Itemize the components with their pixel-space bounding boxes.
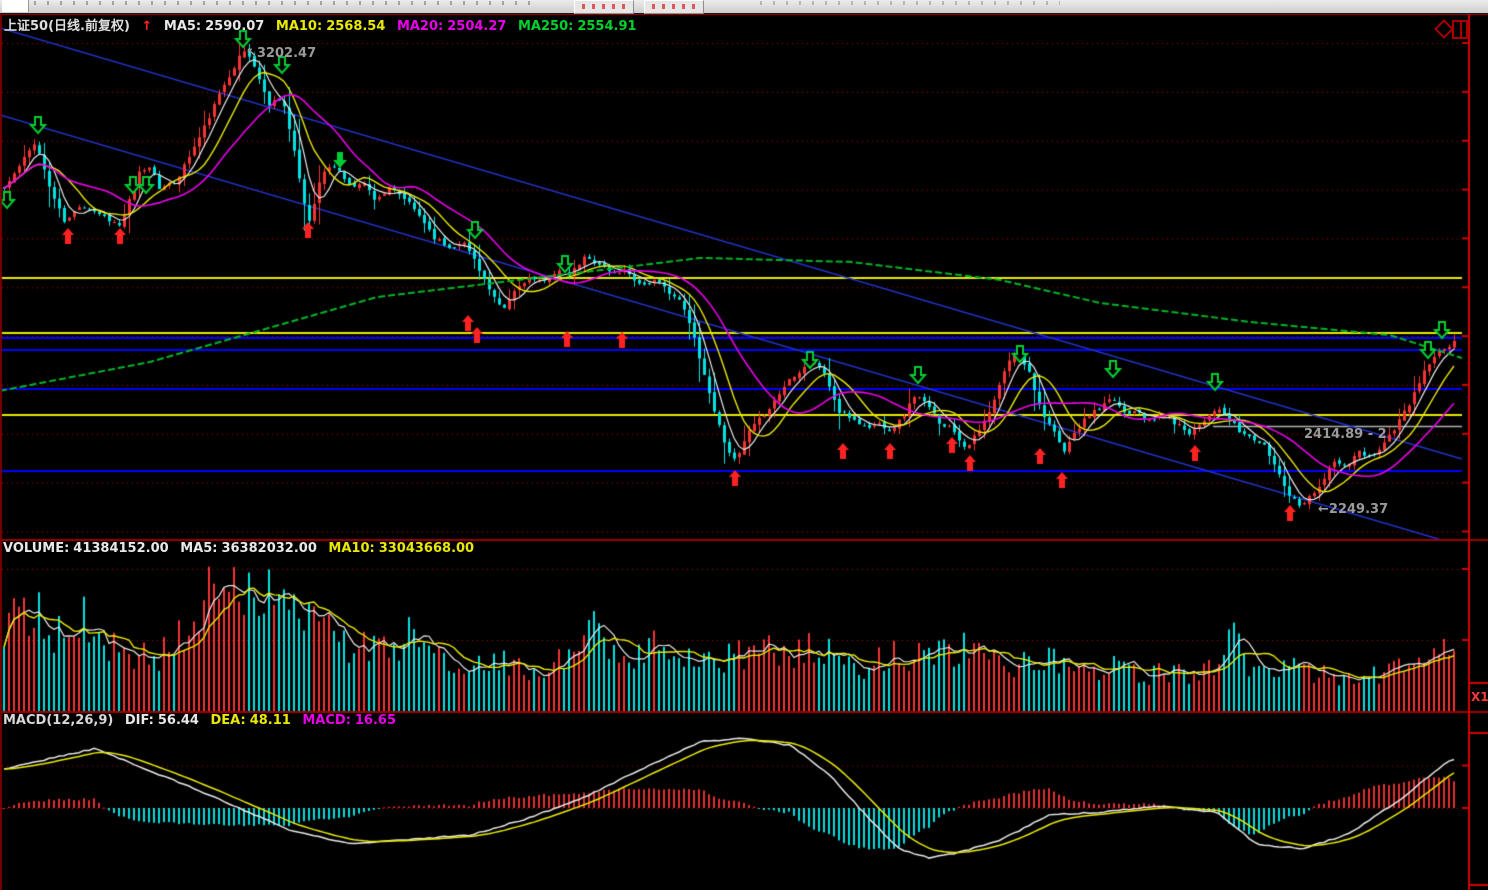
low-price-value: 2249.37 — [1328, 502, 1389, 517]
ma20-label: MA20: — [396, 19, 444, 34]
peak-price-label: ↖3202.47 — [246, 46, 316, 61]
ma5-label: MA5: — [163, 19, 202, 34]
range-price-label: 2414.89 - 2 — [1304, 427, 1387, 442]
peak-arrow-icon: ↖ — [246, 46, 257, 61]
dea-label: DEA: — [210, 713, 246, 728]
low-arrow-icon: ← — [1318, 502, 1329, 517]
toolbar-button-2[interactable] — [644, 0, 704, 14]
volume-value: 41384152.00 — [73, 541, 169, 556]
dif-value: 56.44 — [157, 713, 199, 728]
trend-up-arrow-icon: ↑ — [141, 19, 153, 34]
volume-scale-label: X1 — [1471, 690, 1488, 704]
symbol-title: 上证50(日线.前复权) — [4, 19, 130, 34]
main-chart-header: 上证50(日线.前复权) ↑ MA5: 2590.07 MA10: 2568.54 … — [4, 15, 644, 34]
dea-value: 48.11 — [249, 713, 291, 728]
volume-header: VOLUME: 41384152.00 MA5: 36382032.00 MA10:… — [3, 541, 481, 556]
volume-ma5-value: 36382032.00 — [221, 541, 317, 556]
ma10-value: 2568.54 — [326, 19, 386, 34]
ma250-label: MA250: — [517, 19, 574, 34]
volume-ma5-label: MA5: — [180, 541, 218, 556]
ma250-value: 2554.91 — [577, 19, 637, 34]
macd-value-label: MACD: — [302, 713, 351, 728]
toolbar-button-1[interactable] — [574, 0, 634, 14]
volume-label: VOLUME: — [3, 541, 70, 556]
macd-name: MACD(12,26,9) — [3, 713, 114, 728]
toolbar-input-remnant[interactable] — [2, 0, 29, 12]
volume-ma10-label: MA10: — [328, 541, 375, 556]
volume-ma10-value: 33043668.00 — [378, 541, 475, 556]
ma20-value: 2504.27 — [447, 19, 507, 34]
top-toolbar[interactable] — [0, 0, 1488, 14]
low-price-label: ←2249.37 — [1318, 502, 1388, 517]
ma5-value: 2590.07 — [205, 19, 265, 34]
split-window-icon[interactable] — [1452, 20, 1468, 39]
toolbar-menu-remnants — [34, 1, 534, 5]
macd-header: MACD(12,26,9) DIF: 56.44 DEA: 48.11 MACD: 1… — [3, 713, 403, 728]
peak-price-value: 3202.47 — [256, 46, 317, 61]
macd-value: 16.65 — [354, 713, 397, 728]
dif-label: DIF: — [124, 713, 154, 728]
ma10-label: MA10: — [275, 19, 323, 34]
toolbar-menu-remnants-2 — [760, 1, 1060, 5]
